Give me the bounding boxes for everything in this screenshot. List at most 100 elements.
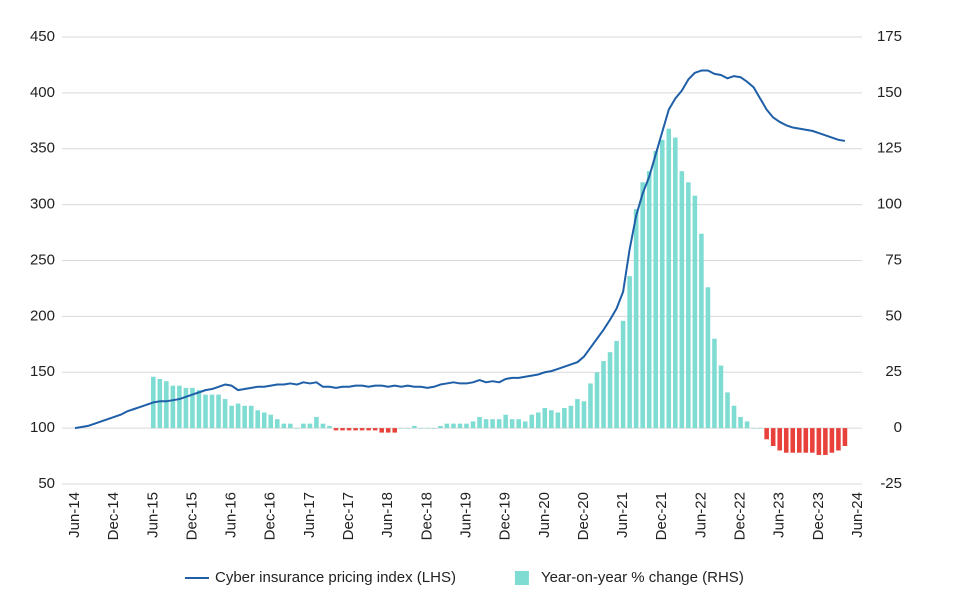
bar	[803, 428, 809, 453]
bar	[751, 428, 756, 429]
bar	[796, 428, 802, 453]
bar	[372, 428, 378, 431]
x-tick-label: Jun-16	[223, 492, 240, 538]
bar	[823, 428, 828, 455]
bar	[359, 428, 365, 431]
bar	[379, 428, 384, 433]
bar	[301, 423, 306, 429]
bar	[568, 405, 574, 429]
bar	[483, 419, 489, 429]
bar	[516, 419, 521, 429]
bar	[418, 428, 424, 429]
bar	[718, 365, 724, 429]
bar	[770, 428, 776, 447]
bar	[509, 419, 515, 429]
y2-tick-label: 0	[894, 419, 902, 436]
bar	[248, 405, 254, 429]
bar	[229, 405, 234, 429]
y2-tick-label: 125	[877, 140, 902, 157]
y2-tick-label: 150	[877, 84, 902, 101]
x-tick-label: Jun-14	[66, 492, 83, 538]
bar	[653, 150, 659, 429]
x-tick-label: Dec-17	[340, 492, 357, 540]
bar	[764, 428, 769, 440]
bar	[307, 423, 313, 429]
bar	[607, 352, 613, 429]
bar	[170, 385, 176, 429]
x-tick-label: Dec-16	[262, 492, 279, 540]
bar	[620, 320, 626, 429]
bar	[601, 361, 606, 429]
bar	[725, 392, 730, 429]
y-tick-label: 350	[30, 140, 55, 157]
bar	[738, 416, 743, 429]
bar	[209, 394, 215, 429]
bar	[503, 414, 508, 429]
x-tick-label: Jun-15	[144, 492, 161, 538]
bar	[340, 428, 345, 431]
y2-tick-label: -25	[880, 475, 902, 492]
x-tick-label: Dec-23	[810, 492, 827, 540]
bar	[699, 233, 704, 429]
bar	[294, 428, 300, 429]
bar	[529, 414, 535, 429]
bar	[783, 428, 789, 453]
bar	[431, 428, 437, 429]
x-tick-label: Jun-22	[692, 492, 709, 538]
bar	[705, 287, 711, 429]
y2-tick-label: 50	[885, 307, 902, 324]
bar	[777, 428, 782, 451]
x-tick-label: Dec-22	[732, 492, 749, 540]
bar	[744, 421, 750, 429]
bar	[673, 137, 678, 429]
legend-label: Year-on-year % change (RHS)	[541, 569, 744, 586]
x-tick-label: Jun-24	[849, 492, 866, 538]
bar	[686, 182, 691, 429]
x-tick-label: Dec-20	[575, 492, 592, 540]
bar	[281, 423, 287, 429]
bar	[640, 182, 645, 429]
bar	[666, 128, 672, 429]
bar	[810, 428, 815, 453]
bar	[614, 340, 619, 429]
bar	[242, 405, 247, 429]
y2-tick-label: 25	[885, 363, 902, 380]
bar	[353, 428, 358, 431]
bar	[542, 408, 548, 429]
bar	[581, 401, 587, 429]
bar	[470, 421, 476, 429]
x-tick-label: Jun-17	[301, 492, 318, 538]
bar	[562, 408, 567, 429]
bar	[392, 428, 398, 433]
y-tick-label: 300	[30, 196, 55, 213]
y2-tick-label: 175	[877, 28, 902, 45]
x-tick-label: Jun-21	[614, 492, 631, 538]
bar	[451, 423, 456, 429]
bar	[588, 383, 593, 429]
bar	[490, 419, 495, 429]
bar	[627, 276, 632, 429]
x-tick-label: Jun-18	[379, 492, 396, 538]
bar	[274, 419, 280, 429]
bar	[216, 394, 221, 429]
bar	[496, 419, 502, 429]
y2-tick-label: 100	[877, 196, 902, 213]
bar	[385, 428, 391, 433]
bar	[190, 387, 195, 429]
bar	[366, 428, 371, 431]
bar	[412, 425, 417, 429]
bar	[196, 390, 202, 429]
bar	[829, 428, 835, 453]
bar	[757, 428, 763, 429]
bar	[646, 171, 652, 429]
bar	[398, 428, 404, 429]
bar	[522, 421, 528, 429]
bar	[438, 425, 443, 429]
bar	[692, 195, 698, 429]
bar	[535, 412, 541, 429]
legend-label: Cyber insurance pricing index (LHS)	[215, 569, 456, 586]
line	[74, 69, 846, 430]
bar	[255, 410, 260, 429]
